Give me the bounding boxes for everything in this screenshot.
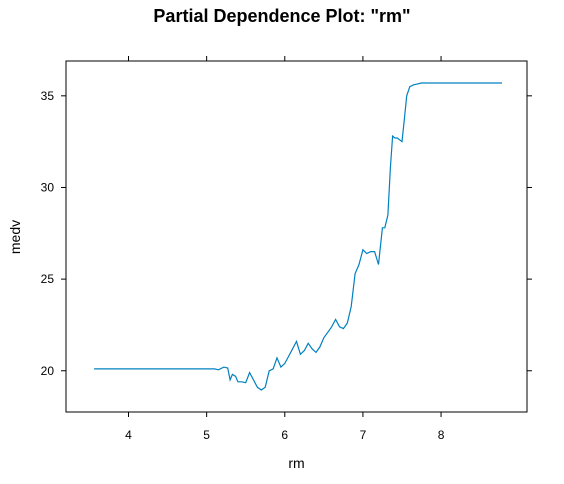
x-axis-title: rm: [288, 455, 304, 471]
y-axis-ticks: 20 25 30 35: [41, 89, 532, 378]
x-tick-label-0: 4: [125, 428, 132, 442]
y-tick-label-3: 35: [41, 89, 55, 103]
x-tick-label-2: 6: [281, 428, 288, 442]
partial-dependence-line: [94, 82, 502, 391]
y-tick-label-1: 25: [41, 272, 55, 286]
y-tick-label-2: 30: [41, 180, 55, 194]
x-tick-label-3: 7: [360, 428, 367, 442]
chart-title: Partial Dependence Plot: "rm": [153, 6, 411, 26]
y-axis-title: medv: [7, 220, 23, 254]
plot-frame: [65, 60, 528, 413]
x-tick-label-1: 5: [203, 428, 210, 442]
y-tick-label-0: 20: [41, 364, 55, 378]
x-tick-label-4: 8: [438, 428, 445, 442]
x-axis-ticks: 4 5 6 7 8: [125, 56, 445, 442]
